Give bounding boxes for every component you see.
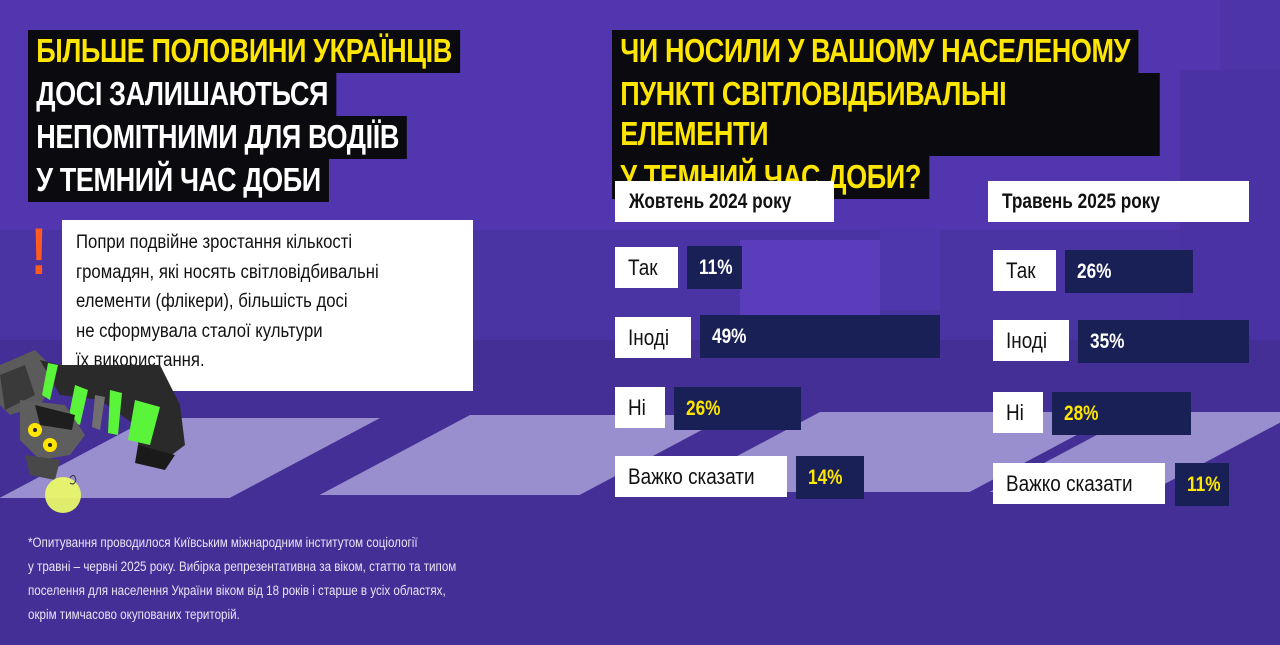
footnote-line: *Опитування проводилося Київським міжнар… xyxy=(28,535,418,550)
exclamation-icon: ! xyxy=(31,214,47,288)
bar-label: Ні xyxy=(615,387,665,428)
bar: 11% xyxy=(1175,463,1229,506)
quote-line: елементи (флікери), більшість досі xyxy=(76,291,348,312)
quote-line: не сформувала сталої культури xyxy=(76,320,323,342)
bar: 28% xyxy=(1052,392,1191,435)
left-headline: БІЛЬШЕ ПОЛОВИНИ УКРАЇНЦІВ ДОСІ ЗАЛИШАЮТЬ… xyxy=(28,30,555,202)
bar-label: Ні xyxy=(993,392,1043,433)
chart-title-may-2025: Травень 2025 року xyxy=(988,181,1249,222)
bar: 14% xyxy=(796,456,864,499)
chart-title-text: Травень 2025 року xyxy=(1002,190,1160,213)
footnote-line: поселення для населення України віком ві… xyxy=(28,583,446,598)
right-headline: ЧИ НОСИЛИ У ВАШОМУ НАСЕЛЕНОМУ ПУНКТІ СВІ… xyxy=(612,30,1280,199)
bar: 35% xyxy=(1078,320,1249,363)
quote-box: Попри подвійне зростання кількості грома… xyxy=(62,220,473,391)
background-building xyxy=(880,230,940,310)
bar-label: Так xyxy=(615,247,678,288)
quote-line: громадян, які носять світловідбивальні xyxy=(76,261,379,283)
bar-label: Іноді xyxy=(993,320,1069,361)
quote-line: Попри подвійне зростання кількості xyxy=(76,232,353,253)
headline-line: ЧИ НОСИЛИ У ВАШОМУ НАСЕЛЕНОМУ xyxy=(612,30,1139,73)
headline-line: БІЛЬШЕ ПОЛОВИНИ УКРАЇНЦІВ xyxy=(28,30,461,73)
headline-line: НЕПОМІТНИМИ ДЛЯ ВОДІЇВ xyxy=(28,116,408,159)
bar: 11% xyxy=(687,246,742,289)
bar: 26% xyxy=(674,387,801,430)
footnote-line: окрім тимчасово окупованих територій. xyxy=(28,607,240,622)
headline-line: ДОСІ ЗАЛИШАЮТЬСЯ xyxy=(28,73,337,116)
footnote: *Опитування проводилося Київським міжнар… xyxy=(28,531,608,627)
bar-label: Іноді xyxy=(615,317,691,358)
bar-label: Важко сказати xyxy=(615,456,787,497)
headline-line: ПУНКТІ СВІТЛОВІДБИВАЛЬНІ ЕЛЕМЕНТИ xyxy=(612,73,1160,156)
bar-label: Важко сказати xyxy=(993,463,1165,504)
chart-title-oct-2024: Жовтень 2024 року xyxy=(615,181,834,222)
mascot-illustration xyxy=(0,350,185,513)
chart-title-text: Жовтень 2024 року xyxy=(629,190,792,213)
bar: 49% xyxy=(700,315,940,358)
bar: 26% xyxy=(1065,250,1193,293)
headline-line: У ТЕМНИЙ ЧАС ДОБИ xyxy=(28,159,330,202)
footnote-line: у травні – червні 2025 року. Вибірка реп… xyxy=(28,559,457,574)
bar-label: Так xyxy=(993,250,1056,291)
